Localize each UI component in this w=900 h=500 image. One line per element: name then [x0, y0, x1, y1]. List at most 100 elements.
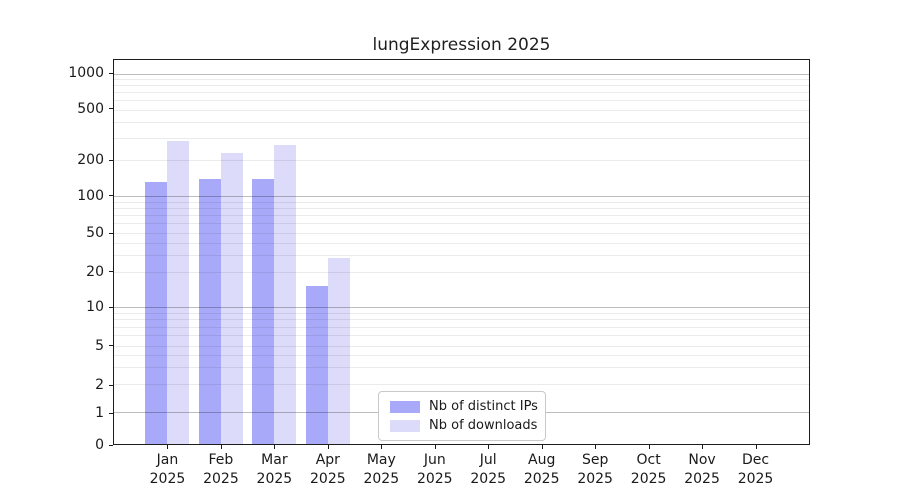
x-tick-label: Jul 2025: [458, 451, 518, 489]
x-tick-year: 2025: [577, 471, 613, 487]
minor-gridline: [114, 254, 809, 256]
major-gridline: [114, 306, 809, 308]
y-tick-mark: [109, 384, 113, 386]
legend-color-swatch: [390, 419, 420, 432]
x-tick-label: Aug 2025: [512, 451, 572, 489]
x-tick-month: Mar: [261, 452, 288, 468]
legend-label: Nb of distinct IPs: [429, 398, 538, 414]
x-tick-label: Apr 2025: [298, 451, 358, 489]
minor-gridline: [114, 122, 809, 124]
x-tick-month: Jan: [156, 452, 179, 468]
bar-mar-series1: [274, 144, 297, 444]
minor-gridline: [114, 85, 809, 87]
minor-gridline: [114, 100, 809, 102]
x-tick-month: May: [366, 452, 396, 468]
y-tick-mark: [109, 159, 113, 161]
legend: Nb of distinct IPs Nb of downloads: [378, 391, 546, 441]
bar-mar-series0: [252, 179, 275, 444]
legend-item: Nb of distinct IPs: [390, 397, 545, 416]
minor-gridline: [114, 335, 809, 337]
x-tick-label: Sep 2025: [565, 451, 625, 489]
minor-gridline: [114, 242, 809, 244]
x-tick-year: 2025: [363, 471, 400, 487]
x-tick-year: 2025: [470, 471, 507, 487]
x-tick-mark: [755, 445, 757, 449]
y-tick-label: 50: [86, 225, 104, 241]
x-tick-mark: [541, 445, 543, 449]
minor-gridline: [114, 215, 809, 217]
x-tick-year: 2025: [523, 471, 560, 487]
major-gridline: [114, 196, 809, 198]
y-tick-mark: [109, 306, 113, 308]
tick-gridline: [114, 384, 809, 386]
x-tick-year: 2025: [203, 471, 239, 487]
x-tick-month: Apr: [315, 452, 340, 468]
tick-gridline: [114, 160, 809, 162]
y-tick-label: 500: [77, 100, 104, 117]
minor-gridline: [114, 92, 809, 94]
x-tick-year: 2025: [737, 471, 774, 487]
x-tick-month: Oct: [636, 452, 661, 468]
y-tick-label: 20: [86, 263, 104, 280]
x-tick-month: Sep: [581, 452, 609, 468]
x-tick-year: 2025: [310, 471, 346, 487]
legend-label: Nb of downloads: [429, 417, 538, 433]
y-tick-mark: [109, 72, 113, 74]
y-tick-label: 0: [95, 437, 104, 453]
minor-gridline: [114, 201, 809, 203]
y-tick-label: 1000: [68, 65, 104, 81]
minor-gridline: [114, 312, 809, 314]
x-tick-mark: [648, 445, 650, 449]
x-tick-mark: [595, 445, 597, 449]
minor-gridline: [114, 79, 809, 81]
minor-gridline: [114, 319, 809, 321]
legend-item: Nb of downloads: [390, 416, 545, 435]
x-tick-label: Nov 2025: [672, 451, 732, 489]
y-tick-mark: [109, 271, 113, 273]
tick-gridline: [114, 345, 809, 347]
x-tick-mark: [167, 445, 169, 449]
plot-area: [113, 59, 810, 445]
y-tick-mark: [109, 412, 113, 414]
x-tick-label: Jan 2025: [137, 451, 197, 489]
legend-color-swatch: [390, 400, 420, 413]
x-tick-month: Dec: [741, 452, 770, 468]
bar-apr-series0: [305, 286, 328, 444]
x-tick-month: Jul: [479, 452, 497, 468]
minor-gridline: [114, 354, 809, 356]
minor-gridline: [114, 367, 809, 369]
x-tick-month: Jun: [423, 452, 446, 468]
y-tick-mark: [109, 232, 113, 234]
major-gridline: [114, 73, 809, 75]
x-tick-label: Jun 2025: [405, 451, 465, 489]
x-tick-year: 2025: [416, 471, 453, 487]
x-tick-label: Feb 2025: [191, 451, 251, 489]
y-tick-mark: [109, 195, 113, 197]
bar-jan-series1: [167, 140, 190, 444]
x-tick-mark: [434, 445, 436, 449]
y-tick-label: 100: [77, 187, 104, 204]
x-tick-year: 2025: [684, 471, 720, 487]
minor-gridline: [114, 326, 809, 328]
y-tick-label: 10: [86, 299, 104, 315]
x-tick-mark: [702, 445, 704, 449]
x-tick-mark: [488, 445, 490, 449]
bar-feb-series1: [220, 152, 243, 444]
x-tick-label: Oct 2025: [619, 451, 679, 489]
minor-gridline: [114, 208, 809, 210]
tick-gridline: [114, 233, 809, 235]
y-tick-mark: [109, 444, 113, 446]
x-tick-month: Aug: [528, 452, 556, 468]
y-tick-mark: [109, 108, 113, 110]
y-tick-label: 5: [95, 337, 104, 354]
x-tick-year: 2025: [256, 471, 293, 487]
y-tick-mark: [109, 345, 113, 347]
y-tick-label: 200: [77, 152, 104, 169]
x-tick-mark: [327, 445, 329, 449]
x-tick-label: May 2025: [351, 451, 411, 489]
bar-feb-series0: [198, 178, 221, 444]
y-tick-label: 1: [95, 405, 104, 421]
x-tick-mark: [274, 445, 276, 449]
bar-apr-series1: [327, 257, 350, 444]
